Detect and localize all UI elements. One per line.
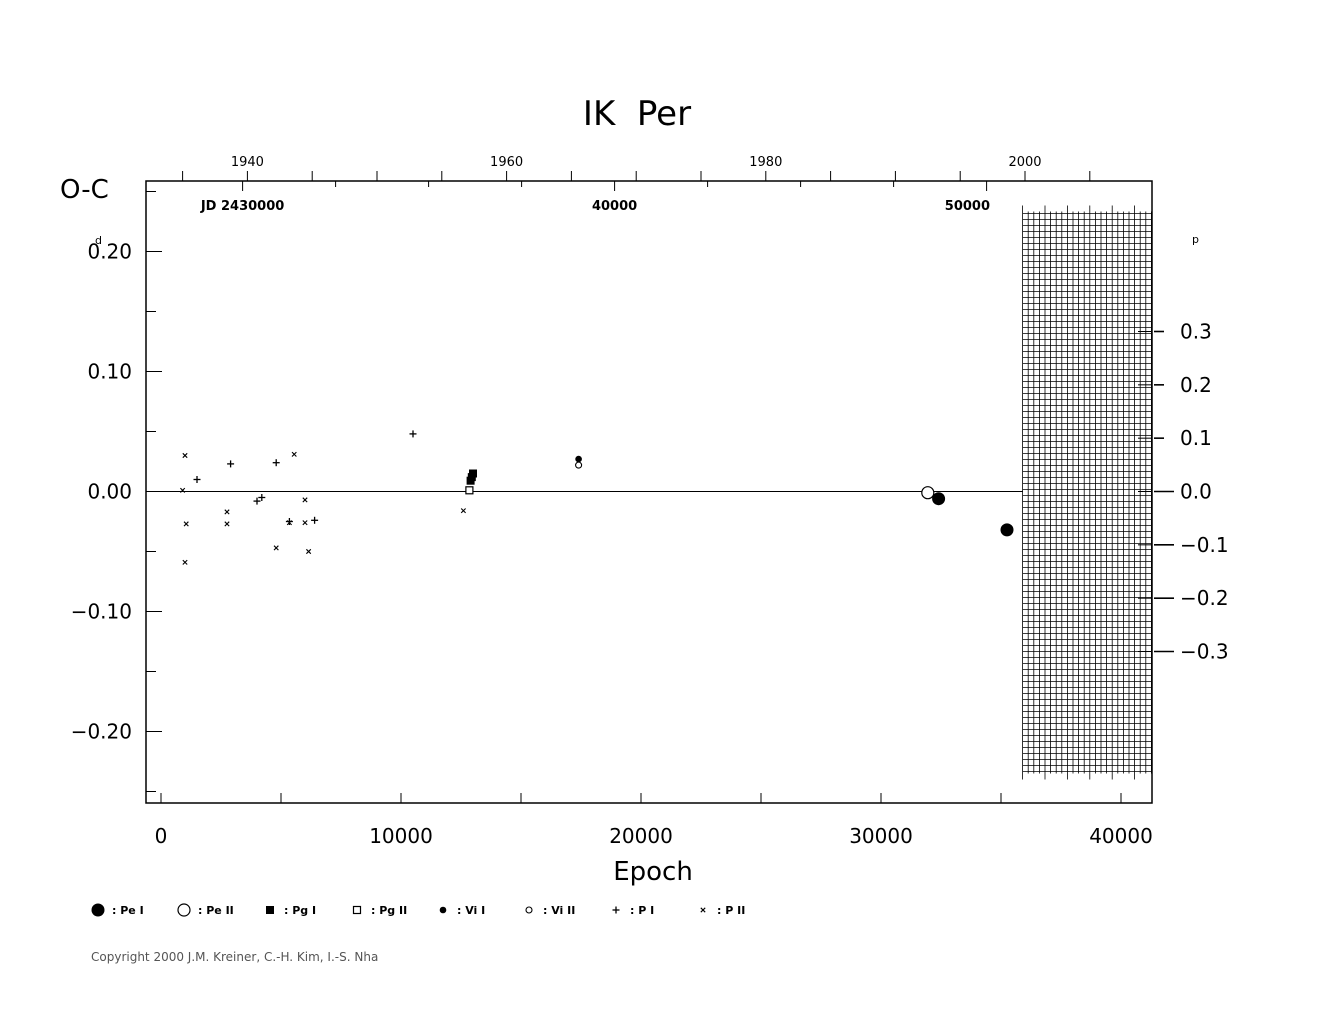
y-tick-label: −0.10	[71, 600, 132, 624]
cross-b	[273, 545, 279, 551]
x-tick-label: 10000	[369, 824, 433, 848]
cross-b	[460, 508, 466, 514]
data-point-p-ii	[224, 509, 230, 515]
future-grid-region	[1022, 205, 1152, 780]
cross-b	[182, 452, 188, 459]
cross-b	[182, 559, 188, 565]
cross-b	[302, 497, 308, 503]
data-point-p-i	[409, 430, 417, 438]
data-point-p-i	[227, 460, 235, 468]
data-point-vi-ii	[575, 461, 583, 469]
legend-label: : P II	[717, 904, 745, 917]
data-point-pe-i	[1000, 523, 1014, 537]
data-point-p-i	[253, 497, 261, 505]
y2-axis-unit: p	[1192, 233, 1199, 246]
cross-b	[224, 509, 230, 515]
data-point-p-ii	[273, 545, 279, 551]
cross-b	[700, 907, 706, 913]
cross-b	[224, 521, 230, 527]
legend-marker	[352, 905, 362, 915]
jd-label: 50000	[945, 199, 990, 214]
data-point-p-i	[272, 459, 280, 467]
x-tick-label: 30000	[849, 824, 913, 848]
x-tick-label: 40000	[1089, 824, 1153, 848]
y-tick-label: 0.20	[87, 240, 132, 264]
y2-tick-label: 0.3	[1180, 320, 1212, 344]
y2-tick-label: −0.3	[1180, 640, 1229, 664]
data-point-p-ii	[182, 559, 188, 565]
legend-label: : Vi II	[543, 904, 575, 917]
y2-tick-label: −0.2	[1180, 586, 1229, 610]
y2-tick-label: 0.0	[1180, 480, 1212, 504]
data-point-pe-ii	[921, 486, 935, 500]
cross-b	[302, 520, 308, 526]
data-point-pg-i	[469, 469, 477, 478]
data-point-p-ii	[302, 497, 308, 503]
chart-title: IK Per	[583, 94, 691, 134]
y2-tick-label: 0.2	[1180, 373, 1212, 397]
cross-b	[183, 521, 189, 527]
legend-label: : Pe I	[112, 904, 144, 917]
data-points	[180, 430, 1014, 565]
jd-label: JD 2430000	[200, 199, 284, 214]
year-label: 1940	[231, 155, 264, 170]
data-point-p-i	[311, 516, 319, 524]
cross-b	[306, 548, 312, 555]
year-label: 1960	[490, 155, 523, 170]
data-point-p-i	[258, 494, 266, 501]
data-point-p-ii	[286, 520, 292, 526]
y-tick-label: 0.10	[87, 360, 132, 384]
cross-b	[286, 520, 292, 526]
legend-marker	[439, 906, 447, 914]
legend-label: : Pg II	[371, 904, 407, 917]
legend-marker	[91, 903, 105, 917]
data-point-vi-i	[575, 455, 582, 463]
tick-labels: 0 10000 20000 30000 40000 0.20 0.10 0.00 −0.10 −0…	[71, 155, 1229, 848]
y-axis-label: O-C	[60, 175, 109, 205]
y-axis-unit: d	[95, 234, 102, 247]
cross-b	[180, 487, 186, 493]
cross-b	[291, 451, 297, 457]
legend-marker	[700, 907, 706, 913]
data-point-p-i	[285, 518, 293, 525]
copyright-text: Copyright 2000 J.M. Kreiner, C.-H. Kim, …	[91, 950, 378, 964]
data-point-p-ii	[224, 521, 230, 527]
legend-marker	[177, 903, 191, 917]
legend-marker	[266, 906, 274, 914]
data-point-p-ii	[306, 548, 312, 555]
data-point-p-ii	[291, 451, 297, 457]
y2-tick-label: 0.1	[1180, 426, 1212, 450]
x-tick-label: 20000	[609, 824, 673, 848]
x-axis-label: Epoch	[613, 857, 693, 887]
data-point-p-i	[193, 476, 201, 483]
data-point-p-ii	[460, 508, 466, 514]
data-point-pe-i	[932, 492, 946, 506]
data-point-p-ii	[180, 487, 186, 493]
legend-marker	[525, 906, 533, 914]
legend: : Pe I : Pe II : Pg I : Pg II : Vi I : Vi II:…	[91, 903, 745, 917]
legend-marker	[612, 906, 620, 914]
y-tick-label: 0.00	[87, 480, 132, 504]
jd-label: 40000	[592, 199, 637, 214]
data-point-p-ii	[302, 520, 308, 526]
year-label: 2000	[1008, 155, 1041, 170]
legend-label: : Pg I	[284, 904, 316, 917]
y2-tick-label: −0.1	[1180, 533, 1229, 557]
tick-marks	[146, 171, 1174, 803]
year-label: 1980	[749, 155, 782, 170]
legend-label: : Pe II	[198, 904, 234, 917]
data-point-p-ii	[183, 521, 189, 527]
axes	[145, 180, 1153, 804]
legend-label: : P I	[630, 904, 654, 917]
legend-label: : Vi I	[457, 904, 485, 917]
x-tick-label: 0	[155, 824, 168, 848]
data-point-p-ii	[182, 452, 188, 459]
data-point-pg-ii	[465, 486, 474, 495]
y-tick-label: −0.20	[71, 720, 132, 744]
